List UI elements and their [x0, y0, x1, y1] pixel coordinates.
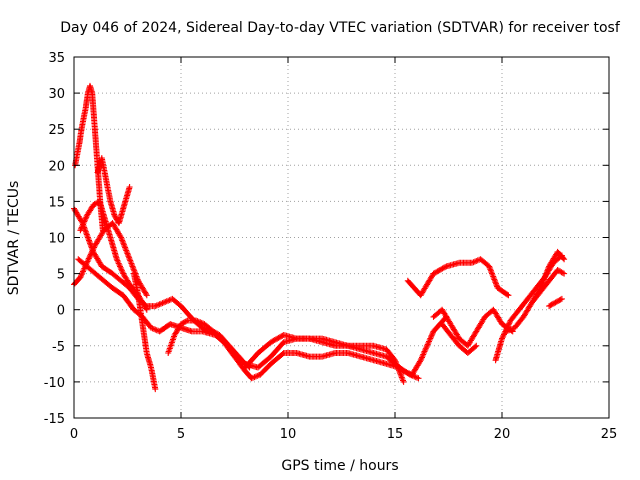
series-markers [439, 321, 480, 356]
series-markers [546, 295, 565, 310]
series-markers [75, 256, 253, 371]
series-markers [203, 313, 450, 378]
series-arc-6 [94, 155, 133, 227]
y-tick-label: -15 [44, 412, 65, 427]
y-axis-label: SDTVAR / TECUs [6, 181, 22, 296]
axis-ticks: 0 5 10 15 20 25 35 30 25 20 15 10 5 0 -5 -10 -15 [44, 51, 618, 442]
chart-title: Day 046 of 2024, Sidereal Day-to-day VTE… [60, 20, 621, 36]
y-tick-label: -5 [52, 340, 65, 355]
series-markers [430, 306, 516, 349]
y-tick-label: 35 [48, 51, 65, 66]
series-arc-9 [203, 313, 450, 378]
data-series [71, 82, 568, 393]
y-tick-label: 30 [48, 87, 65, 102]
y-tick-label: 5 [57, 268, 65, 283]
y-tick-label: 15 [48, 195, 65, 210]
x-tick-label: 5 [177, 427, 185, 442]
series-markers [242, 332, 407, 385]
series-markers [94, 155, 133, 227]
y-tick-label: 20 [48, 159, 65, 174]
series-markers [529, 248, 568, 306]
series-arc-10 [242, 332, 407, 385]
series-arc-7 [130, 270, 159, 393]
series-arc-16 [529, 248, 568, 306]
series-arc-13 [439, 321, 480, 356]
series-arc-17 [546, 295, 565, 310]
y-tick-label: -10 [44, 376, 65, 391]
x-tick-label: 15 [387, 427, 404, 442]
x-axis-label: GPS time / hours [281, 458, 398, 474]
series-markers [130, 270, 159, 393]
series-arc-12 [430, 306, 516, 349]
series-arc-2 [75, 256, 253, 371]
series-arc-11 [404, 256, 512, 299]
x-tick-label: 25 [601, 427, 618, 442]
x-tick-label: 20 [494, 427, 511, 442]
grid-lines [74, 57, 609, 418]
x-tick-label: 10 [280, 427, 297, 442]
series-markers [404, 256, 512, 299]
y-tick-label: 0 [57, 304, 65, 319]
y-tick-label: 25 [48, 123, 65, 138]
x-tick-label: 0 [70, 427, 78, 442]
y-tick-label: 10 [48, 232, 65, 247]
